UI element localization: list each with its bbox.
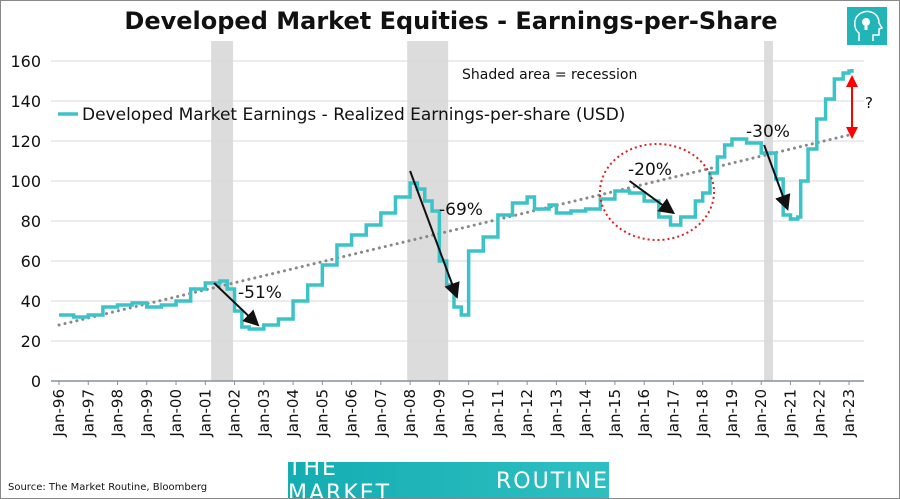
recession-band	[764, 41, 773, 381]
x-tick-label: Jan-05	[313, 389, 331, 438]
series-line	[59, 69, 854, 331]
x-tick-label: Jan-23	[840, 389, 858, 438]
x-tick-label: Jan-98	[109, 389, 127, 438]
drawdown-label: -30%	[746, 122, 790, 142]
x-tick-label: Jan-12	[518, 389, 536, 438]
drawdown-label: -69%	[439, 200, 483, 220]
x-tick-label: Jan-16	[635, 389, 653, 438]
x-tick-label: Jan-03	[255, 389, 273, 438]
x-tick-label: Jan-07	[372, 389, 390, 438]
x-tick-label: Jan-04	[284, 389, 302, 438]
recession-band	[407, 41, 449, 381]
y-tick-label: 160	[10, 52, 41, 71]
y-tick-label: 140	[10, 92, 41, 111]
y-tick-label: 40	[21, 292, 41, 311]
x-tick-label: Jan-13	[547, 389, 565, 438]
x-tick-label: Jan-08	[401, 389, 419, 438]
drawdown-label: -20%	[628, 160, 672, 180]
recession-band	[211, 41, 234, 381]
x-tick-label: Jan-00	[167, 389, 185, 438]
legend-label: Developed Market Earnings - Realized Ear…	[82, 105, 625, 125]
x-tick-label: Jan-20	[752, 389, 770, 438]
y-tick-label: 100	[10, 172, 41, 191]
recession-note: Shaded area = recession	[462, 67, 637, 83]
x-tick-label: Jan-09	[430, 389, 448, 438]
x-tick-label: Jan-10	[460, 389, 478, 438]
y-tick-label: 120	[10, 132, 41, 151]
highlight-circle	[599, 143, 715, 241]
source-note: Source: The Market Routine, Bloomberg	[8, 482, 208, 493]
drawdown-arrow	[213, 282, 260, 327]
x-tick-label: Jan-18	[694, 389, 712, 438]
head-lightbulb-icon	[847, 7, 887, 45]
x-tick-label: Jan-01	[196, 389, 214, 438]
x-tick-label: Jan-22	[811, 389, 829, 438]
x-tick-label: Jan-17	[664, 389, 682, 438]
x-tick-label: Jan-06	[343, 389, 361, 438]
x-tick-label: Jan-97	[79, 389, 97, 438]
x-tick-label: Jan-11	[489, 389, 507, 438]
x-tick-label: Jan-19	[723, 389, 741, 438]
x-tick-label: Jan-96	[50, 389, 68, 438]
y-tick-label: 20	[21, 332, 41, 351]
x-tick-label: Jan-15	[606, 389, 624, 438]
brand-right: ROUTINE	[496, 468, 609, 494]
gap-question-mark: ?	[865, 94, 873, 112]
x-tick-label: Jan-14	[577, 389, 595, 438]
brand-banner: THE MARKET ROUTINE	[288, 456, 609, 498]
drawdown-arrow	[763, 144, 791, 211]
y-tick-label: 0	[31, 372, 41, 391]
drawdown-label: -51%	[238, 283, 282, 303]
x-tick-label: Jan-99	[138, 389, 156, 438]
x-tick-label: Jan-21	[781, 389, 799, 438]
x-tick-label: Jan-02	[226, 389, 244, 438]
y-tick-label: 80	[21, 212, 41, 231]
y-tick-label: 60	[21, 252, 41, 271]
drawdown-arrow	[409, 170, 460, 299]
brand-left: THE MARKET	[288, 456, 392, 499]
drawdown-arrow	[628, 180, 676, 215]
chart-title: Developed Market Equities - Earnings-per…	[124, 7, 778, 35]
